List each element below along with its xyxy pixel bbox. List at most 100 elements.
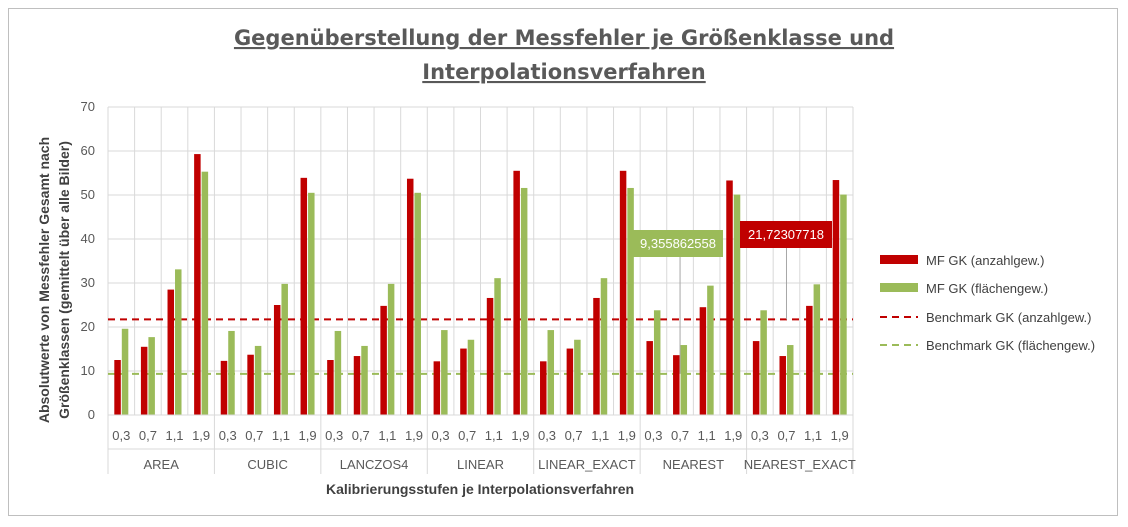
bar-anzahlgew [327,360,334,415]
grid-layer [107,106,854,416]
bar-flaechengew [467,339,475,415]
bar-flaechengew [414,192,421,415]
group-label: LANCZOS4 [340,457,409,472]
x-tick-label: 1,9 [724,428,742,443]
bar-anzahlgew [114,360,121,415]
legend-swatch-1 [880,255,918,264]
bar-flaechengew [547,330,555,415]
bar-anzahlgew [406,178,414,415]
x-tick-label: 1,9 [192,428,210,443]
y-tick-label: 10 [81,363,95,378]
y-tick-label: 70 [81,99,95,114]
group-label: LINEAR [457,457,504,472]
x-tick-label: 0,7 [671,428,689,443]
bar-flaechengew [574,339,581,415]
bar-flaechengew [760,310,767,415]
legend-layer: MF GK (anzahlgew.) MF GK (flächengew.) Ben… [880,253,1095,353]
bar-anzahlgew [220,360,228,415]
bar-anzahlgew [540,361,547,415]
bar-anzahlgew [460,348,467,415]
bar-anzahlgew [247,354,254,415]
bar-anzahlgew [726,180,733,415]
chart-title-line-2: Interpolationsverfahren [422,60,705,84]
legend-label-2: MF GK (flächengew.) [926,281,1048,296]
y-tick-label: 60 [81,143,95,158]
bar-anzahlgew [167,289,175,415]
x-tick-label: 0,3 [112,428,130,443]
group-label: AREA [144,457,180,472]
bar-flaechengew [201,171,209,415]
bar-anzahlgew [433,361,441,415]
bar-flaechengew [387,283,395,415]
bar-flaechengew [786,345,794,415]
bar-anzahlgew [486,297,494,415]
y-tick-label: 40 [81,231,95,246]
bar-anzahlgew [619,170,627,415]
legend-label-3: Benchmark GK (anzahlgew.) [926,310,1091,325]
bar-flaechengew [840,194,847,415]
bar-flaechengew [254,345,262,415]
callout-layer: 9,355862558 21,72307718 [633,221,832,374]
bar-flaechengew [733,194,741,415]
group-label: CUBIC [247,457,287,472]
y-tick-label: 50 [81,187,95,202]
x-tick-label: 1,1 [272,428,290,443]
bar-flaechengew [600,278,608,415]
y-tick-label: 0 [88,407,95,422]
x-tick-label: 0,7 [565,428,583,443]
bar-flaechengew [520,187,528,415]
x-tick-label: 0,3 [644,428,662,443]
x-tick-label: 0,7 [139,428,157,443]
bar-flaechengew [228,330,235,415]
bar-flaechengew [334,330,342,415]
x-tick-label: 1,1 [485,428,503,443]
bar-flaechengew [653,310,661,415]
bar-anzahlgew [380,305,387,415]
x-tick-label: 0,3 [538,428,556,443]
x-tick-label: 1,9 [511,428,529,443]
bar-anzahlgew [513,170,520,415]
bar-anzahlgew [300,177,308,415]
y-tick-label: 20 [81,319,95,334]
benchmark-label-green: 9,355862558 [640,236,716,251]
y-tick-label: 30 [81,275,95,290]
group-label: NEAREST [663,457,724,472]
x-tick-label: 1,1 [804,428,822,443]
bar-layer [114,154,847,415]
x-tick-label: 1,1 [165,428,183,443]
x-tick-label: 0,3 [432,428,450,443]
axis-layer: 0 10 20 30 40 50 60 70 0,3 0,7 1,1 1,9 AREA 0,3 0,7 1,1… [81,99,856,474]
bar-anzahlgew [673,355,680,415]
bar-flaechengew [707,285,714,415]
bar-anzahlgew [806,305,813,415]
bar-anzahlgew [752,341,760,415]
x-tick-label: 1,9 [618,428,636,443]
x-tick-label: 1,9 [831,428,849,443]
group-label: LINEAR_EXACT [538,457,636,472]
bar-anzahlgew [699,307,707,415]
benchmark-label-red: 21,72307718 [748,227,824,242]
bar-flaechengew [627,187,634,415]
benchmark-callout-red [740,221,832,248]
chart-title-line-1: Gegenüberstellung der Messfehler je Größ… [234,26,894,50]
chart-area [8,8,1118,516]
bar-flaechengew [175,269,182,415]
bar-anzahlgew [832,180,840,415]
bar-anzahlgew [593,297,600,415]
x-tick-label: 0,3 [219,428,237,443]
y-axis-label-line-1: Absolutwerte von Messfehler Gesamt nach [36,137,52,423]
legend-swatch-2 [880,283,918,292]
x-tick-label: 1,1 [591,428,609,443]
group-label: NEAREST_EXACT [744,457,856,472]
legend-label-1: MF GK (anzahlgew.) [926,253,1045,268]
bar-flaechengew [281,283,288,415]
x-tick-label: 0,3 [751,428,769,443]
bar-flaechengew [361,345,368,415]
legend-label-4: Benchmark GK (flächengew.) [926,338,1095,353]
x-tick-label: 1,1 [698,428,716,443]
x-tick-label: 1,9 [299,428,317,443]
x-tick-label: 0,7 [352,428,370,443]
bar-flaechengew [121,328,129,415]
bar-flaechengew [308,192,315,415]
